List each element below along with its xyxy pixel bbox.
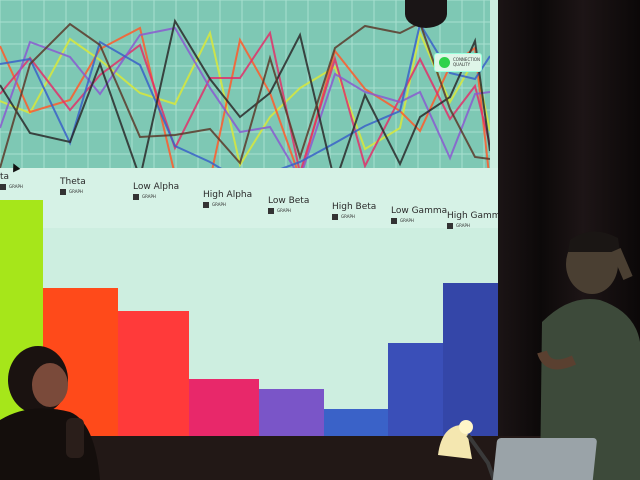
audience-person-silhouette bbox=[0, 346, 100, 480]
graph-line bbox=[0, 29, 490, 168]
checkbox-icon[interactable] bbox=[447, 222, 453, 229]
checkbox-icon[interactable] bbox=[391, 217, 397, 224]
checkbox-icon[interactable] bbox=[0, 183, 6, 190]
projection-screen: CONNECTION QUALITY ta GRAPH Theta GRAPH Lo… bbox=[0, 0, 498, 436]
status-dot-icon bbox=[439, 57, 450, 68]
desk-lamp bbox=[438, 420, 496, 480]
connection-quality-badge: CONNECTION QUALITY bbox=[434, 53, 482, 72]
band-legend-row: ta GRAPH Theta GRAPH Low Alpha GRAPH High A… bbox=[0, 168, 498, 229]
checkbox-icon[interactable] bbox=[133, 193, 139, 200]
band-label: Low Gamma GRAPH bbox=[391, 206, 448, 224]
band-label: High Beta GRAPH bbox=[332, 202, 377, 220]
band-label: High Alpha GRAPH bbox=[203, 190, 253, 208]
band-bar bbox=[388, 343, 443, 436]
band-bar bbox=[443, 283, 498, 436]
band-bar bbox=[324, 409, 388, 436]
badge-line-2: QUALITY bbox=[453, 62, 471, 67]
band-bar bbox=[118, 311, 189, 436]
graph-line bbox=[0, 30, 490, 177]
band-label: ta GRAPH bbox=[0, 172, 23, 190]
band-label: Theta GRAPH bbox=[60, 177, 86, 195]
badge-text: CONNECTION QUALITY bbox=[453, 57, 481, 67]
graph-line bbox=[0, 21, 490, 169]
band-label: Low Beta GRAPH bbox=[268, 196, 310, 214]
badge-line-1: CONNECTION bbox=[453, 57, 481, 62]
laptop bbox=[492, 438, 598, 480]
presenter-silhouette bbox=[537, 231, 640, 480]
projector-icon bbox=[405, 0, 447, 28]
band-bar bbox=[259, 389, 324, 436]
graph-line bbox=[0, 18, 490, 187]
graph-line bbox=[0, 26, 490, 181]
checkbox-icon[interactable] bbox=[203, 201, 209, 208]
checkbox-icon[interactable] bbox=[268, 207, 274, 214]
band-label: Low Alpha GRAPH bbox=[133, 182, 180, 200]
checkbox-icon[interactable] bbox=[332, 213, 338, 220]
band-bar bbox=[189, 379, 259, 436]
checkbox-icon[interactable] bbox=[60, 188, 66, 195]
